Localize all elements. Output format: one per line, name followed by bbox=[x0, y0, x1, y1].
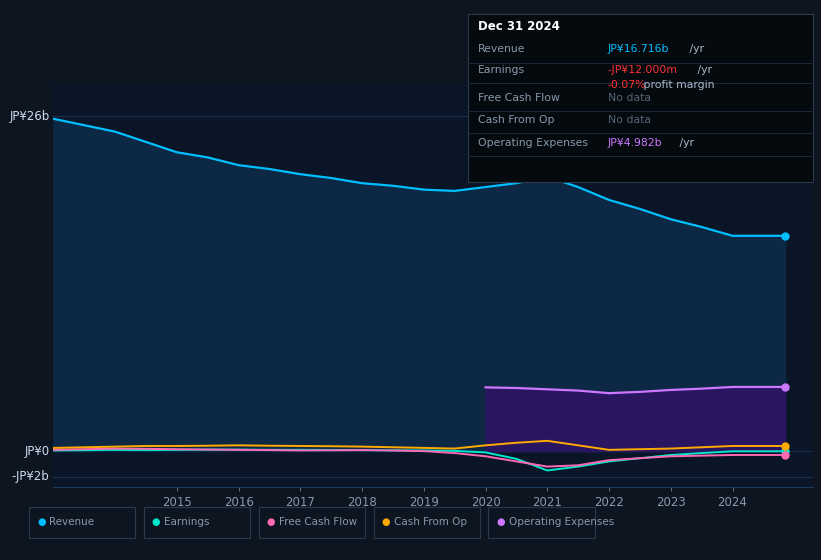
Text: Free Cash Flow: Free Cash Flow bbox=[478, 93, 560, 103]
Text: JP¥16.716b: JP¥16.716b bbox=[608, 44, 669, 54]
Text: JP¥0: JP¥0 bbox=[25, 445, 49, 458]
Text: ●: ● bbox=[267, 517, 275, 527]
Text: Revenue: Revenue bbox=[478, 44, 525, 54]
Text: ●: ● bbox=[497, 517, 505, 527]
Text: ●: ● bbox=[152, 517, 160, 527]
Text: Revenue: Revenue bbox=[49, 517, 94, 527]
Text: JP¥26b: JP¥26b bbox=[9, 110, 49, 123]
Text: -JP¥12.000m: -JP¥12.000m bbox=[608, 65, 677, 75]
Text: -JP¥2b: -JP¥2b bbox=[11, 470, 49, 483]
Text: Cash From Op: Cash From Op bbox=[478, 115, 554, 125]
Text: Operating Expenses: Operating Expenses bbox=[509, 517, 614, 527]
Text: JP¥4.982b: JP¥4.982b bbox=[608, 138, 663, 148]
Text: No data: No data bbox=[608, 93, 650, 103]
Text: Earnings: Earnings bbox=[164, 517, 209, 527]
Text: Free Cash Flow: Free Cash Flow bbox=[279, 517, 357, 527]
Text: ●: ● bbox=[37, 517, 45, 527]
Text: Earnings: Earnings bbox=[478, 65, 525, 75]
Text: /yr: /yr bbox=[686, 44, 704, 54]
Text: Dec 31 2024: Dec 31 2024 bbox=[478, 20, 560, 32]
Text: -0.07%: -0.07% bbox=[608, 81, 646, 91]
Text: ●: ● bbox=[382, 517, 390, 527]
Text: /yr: /yr bbox=[694, 65, 712, 75]
Text: /yr: /yr bbox=[676, 138, 694, 148]
Text: No data: No data bbox=[608, 115, 650, 125]
Text: Operating Expenses: Operating Expenses bbox=[478, 138, 588, 148]
Text: profit margin: profit margin bbox=[640, 81, 715, 91]
Text: Cash From Op: Cash From Op bbox=[394, 517, 467, 527]
